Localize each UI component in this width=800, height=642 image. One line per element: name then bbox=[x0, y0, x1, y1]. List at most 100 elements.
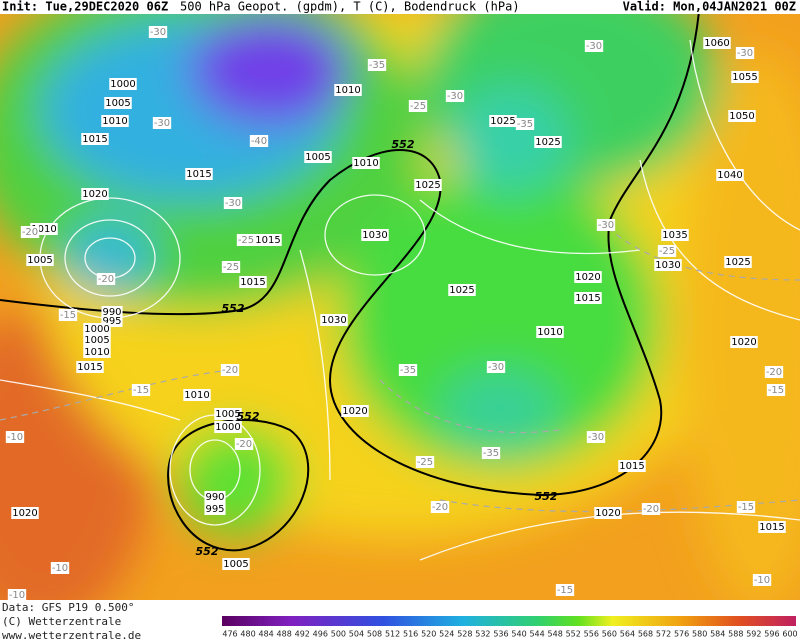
valid-time: Valid: Mon,04JAN2021 00Z bbox=[623, 0, 796, 14]
temperature-label-box bbox=[764, 366, 784, 378]
temperature-label: -30 bbox=[735, 47, 755, 59]
temperature-label-text: -20 bbox=[432, 502, 448, 513]
isobar-label: 1015 bbox=[185, 168, 213, 180]
temperature-label: -30 bbox=[486, 361, 506, 373]
temperature-label-text: -30 bbox=[150, 27, 166, 38]
isobar-label-text: 1010 bbox=[184, 390, 209, 401]
colorbar-label: 520 bbox=[421, 630, 436, 639]
isobar-label: 1010 bbox=[83, 346, 111, 358]
colorbar-label: 484 bbox=[258, 630, 273, 639]
temperature-label-box bbox=[641, 503, 661, 515]
temperature-label-text: -15 bbox=[768, 385, 784, 396]
isobar-label: 1025 bbox=[414, 179, 442, 191]
isobar-label: 1005 bbox=[304, 151, 332, 163]
temperature-label-box bbox=[752, 574, 772, 586]
temperature-label-text: -20 bbox=[643, 504, 659, 515]
copyright: (C) Wetterzentrale bbox=[2, 615, 121, 628]
init-time: Init: Tue,29DEC2020 06Z bbox=[2, 0, 168, 14]
isobar-label: 1025 bbox=[534, 136, 562, 148]
isobar-label-box bbox=[101, 115, 129, 127]
temperature-label-text: -10 bbox=[52, 563, 68, 574]
colorbar-label: 536 bbox=[493, 630, 508, 639]
temperature-label: -15 bbox=[555, 584, 575, 596]
isobar-label-box bbox=[214, 408, 242, 420]
isobar-label: 1055 bbox=[731, 71, 759, 83]
temperature-label-text: -20 bbox=[222, 365, 238, 376]
temperature-label-text: -35 bbox=[369, 60, 385, 71]
temperature-label: -25 bbox=[415, 456, 435, 468]
temperature-label: -30 bbox=[223, 197, 243, 209]
colorbar-label: 588 bbox=[728, 630, 743, 639]
temperature-label-box bbox=[58, 309, 78, 321]
colorbar-label: 576 bbox=[674, 630, 689, 639]
temperature-label-text: -25 bbox=[659, 246, 675, 257]
temperature-label-box bbox=[131, 384, 151, 396]
temperature-label-box bbox=[586, 431, 606, 443]
isobar-label-box bbox=[204, 491, 226, 503]
isobar-label-box bbox=[83, 334, 111, 346]
isobar-label-box bbox=[341, 405, 369, 417]
temperature-label: -35 bbox=[398, 364, 418, 376]
isobar-label: 1005 bbox=[214, 408, 242, 420]
temperature-label-text: -15 bbox=[738, 502, 754, 513]
temperature-label: -15 bbox=[58, 309, 78, 321]
temperature-label: -10 bbox=[7, 589, 27, 601]
isobar-label: 1015 bbox=[758, 521, 786, 533]
website: www.wetterzentrale.de bbox=[2, 629, 141, 642]
height-label: 552 bbox=[237, 410, 260, 423]
temperature-label-box bbox=[430, 501, 450, 513]
isobar-label-box bbox=[574, 271, 602, 283]
isobar-label: 1015 bbox=[81, 133, 109, 145]
temperature-label: -25 bbox=[408, 100, 428, 112]
data-source: Data: GFS P19 0.500° bbox=[2, 601, 134, 614]
isobar-label-box bbox=[254, 234, 282, 246]
temperature-label-text: -10 bbox=[7, 432, 23, 443]
colorbar-label: 476 bbox=[222, 630, 237, 639]
temperature-label: -20 bbox=[20, 226, 40, 238]
isobar-label: 1005 bbox=[104, 97, 132, 109]
isobar-label: 1015 bbox=[618, 460, 646, 472]
temperature-label-box bbox=[445, 90, 465, 102]
temperature-label-box bbox=[20, 226, 40, 238]
isobar-label: 1015 bbox=[76, 361, 104, 373]
colorbar-label: 556 bbox=[584, 630, 599, 639]
isobar-label: 1015 bbox=[239, 276, 267, 288]
isobar-label-text: 1015 bbox=[186, 169, 211, 180]
temperature-label-box bbox=[596, 219, 616, 231]
temperature-label-box bbox=[766, 384, 786, 396]
temperature-label-box bbox=[220, 364, 240, 376]
colorbar-label: 592 bbox=[746, 630, 761, 639]
isobar-label-text: 1015 bbox=[77, 362, 102, 373]
temperature-label-text: -35 bbox=[483, 448, 499, 459]
isobar-label-text: 1025 bbox=[725, 257, 750, 268]
temperature-label-text: -15 bbox=[60, 310, 76, 321]
isobar-label: 1020 bbox=[594, 507, 622, 519]
isobar-label-box bbox=[81, 188, 109, 200]
temperature-label-box bbox=[5, 431, 25, 443]
isobar-label-box bbox=[76, 361, 104, 373]
isobar-label: 1035 bbox=[661, 229, 689, 241]
temperature-label-text: -40 bbox=[251, 136, 267, 147]
temperature-label-box bbox=[236, 234, 256, 246]
colorbar-label: 524 bbox=[439, 630, 454, 639]
temperature-label: -15 bbox=[131, 384, 151, 396]
temperature-label: -30 bbox=[596, 219, 616, 231]
isobar-label: 1010 bbox=[101, 115, 129, 127]
isobar-label-box bbox=[534, 136, 562, 148]
temperature-label-text: -35 bbox=[400, 365, 416, 376]
colorbar-label: 544 bbox=[529, 630, 544, 639]
isobar-label: 1010 bbox=[334, 84, 362, 96]
isobar-label-box bbox=[109, 78, 137, 90]
temperature-label-box bbox=[234, 438, 254, 450]
isobar-label-text: 1015 bbox=[619, 461, 644, 472]
isobar-label-box bbox=[183, 389, 211, 401]
isobar-label: 1050 bbox=[728, 110, 756, 122]
isobar-label-box bbox=[661, 229, 689, 241]
temperature-label-text: -10 bbox=[9, 590, 25, 601]
map-labels: 1000100510101015102010101005990995100010… bbox=[5, 26, 786, 601]
temperature-label-text: -20 bbox=[766, 367, 782, 378]
isobar-label-box bbox=[214, 421, 242, 433]
colorbar-label: 480 bbox=[240, 630, 255, 639]
colorbar-label: 548 bbox=[548, 630, 563, 639]
